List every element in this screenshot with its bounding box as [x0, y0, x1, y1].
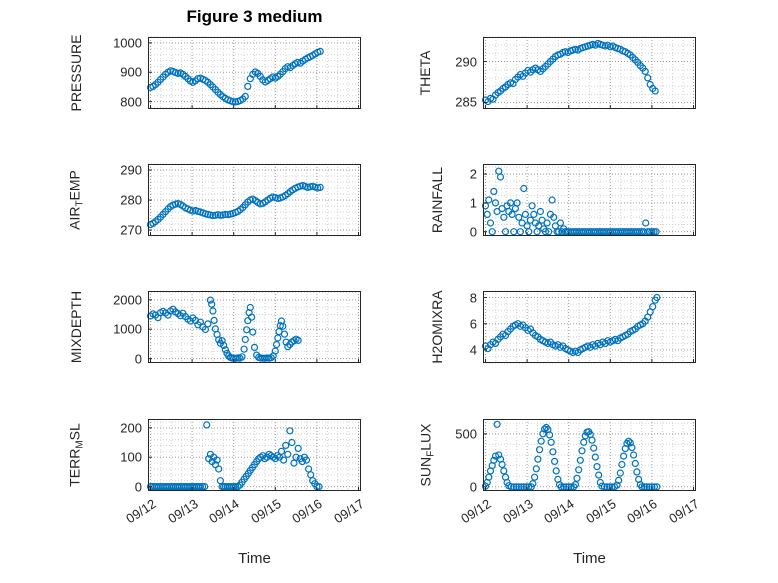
tick-marks [484, 433, 695, 490]
scatter-points [146, 182, 324, 229]
y-tick-label: 900 [120, 64, 142, 80]
y-tick-label: 285 [455, 94, 477, 110]
subplot-theta: 285 290 THETA [417, 36, 696, 110]
scatter-points [146, 421, 323, 491]
major-gridlines [483, 419, 696, 491]
subplot-airtemp: 270 280 290 AIRTEMP [67, 163, 361, 238]
minor-gridlines [148, 419, 361, 491]
y-tick-label: 8 [469, 290, 477, 306]
plot-area-pressure [146, 36, 361, 109]
tick-marks [484, 297, 695, 362]
y-tick-label: 280 [120, 192, 142, 208]
y-tick-label: 290 [120, 162, 142, 178]
tick-marks [484, 173, 695, 235]
plot-area-airtemp [146, 163, 361, 237]
y-tick-label: 500 [455, 426, 477, 442]
minor-gridlines [483, 290, 696, 364]
minor-gridlines [483, 36, 696, 109]
y-axis-label-pressure: PRESSURE [68, 34, 84, 112]
tick-marks [149, 299, 360, 362]
y-tick-label: 270 [120, 222, 142, 238]
x-tick-label: 09/15 [248, 496, 284, 527]
plot-area-sunflux [481, 419, 696, 491]
axes-frame [483, 164, 696, 236]
y-tick-label: 200 [120, 420, 142, 436]
y-tick-label: 2 [469, 166, 477, 182]
x-axis-label-left: Time [238, 550, 271, 567]
y-tick-label: 6 [469, 316, 477, 332]
axes-frame [148, 37, 361, 109]
y-tick-label: 290 [455, 54, 477, 70]
tick-marks [149, 42, 360, 108]
x-tick-label: 09/12 [458, 496, 494, 527]
subplot-pressure: 800 900 1000 PRESSURE [68, 34, 361, 112]
minor-gridlines [148, 163, 361, 237]
y-tick-label: 2000 [113, 292, 142, 308]
axes-frame [483, 419, 696, 491]
major-gridlines [148, 37, 361, 109]
tick-marks [484, 61, 695, 108]
subplot-h2omixra: 4 6 8 H2OMIXRA [429, 290, 696, 364]
x-tick-label: 09/14 [206, 496, 242, 527]
major-gridlines [483, 164, 696, 236]
x-tick-label: 09/13 [499, 496, 536, 527]
axes-frame [148, 291, 361, 363]
scatter-points [146, 296, 302, 362]
plot-area-mixdepth [146, 291, 361, 363]
y-tick-label: 0 [134, 479, 142, 495]
x-tick-label: 09/12 [123, 496, 159, 527]
y-tick-label: 1 [469, 195, 477, 211]
subplot-sunflux: 0 500 SUNFLUX 09/12 09/13 09/14 09/15 09/16 09/1… [418, 419, 702, 526]
y-tick-label: 0 [134, 351, 142, 367]
y-tick-label: 1000 [113, 35, 142, 51]
x-tick-label: 09/17 [666, 496, 702, 527]
plot-area-rainfall [481, 164, 696, 236]
axes-frame [483, 291, 696, 363]
minor-gridlines [483, 164, 696, 236]
major-gridlines [483, 291, 696, 363]
x-tick-label: 09/16 [289, 496, 326, 527]
scatter-points [481, 420, 661, 491]
y-axis-label-mixdepth: MIXDEPTH [68, 290, 84, 364]
y-axis-label-airtemp: AIRTEMP [66, 170, 86, 230]
plot-area-theta [481, 36, 696, 109]
x-tick-label: 09/16 [624, 496, 661, 527]
y-tick-label: 0 [469, 479, 477, 495]
subplot-mixdepth: 0 1000 2000 MIXDEPTH [68, 291, 361, 366]
major-gridlines [148, 291, 361, 363]
subplot-rainfall: 0 1 2 RAINFALL [429, 164, 696, 239]
scatter-points [481, 39, 659, 106]
x-tick-label: 09/15 [583, 496, 619, 527]
subplot-terrmsl: 0 100 200 TERRMSL 09/12 09/13 09/14 09/15 09/16 0… [67, 419, 367, 526]
y-axis-label-terrmsl: TERRMSL [66, 423, 86, 487]
tick-marks [149, 169, 360, 235]
x-axis-label-right: Time [573, 550, 606, 567]
scatter-points [481, 167, 660, 236]
x-tick-label: 09/14 [541, 496, 577, 527]
y-tick-label: 0 [469, 224, 477, 240]
axes-frame [483, 37, 696, 109]
y-axis-label-h2omixra: H2OMIXRA [429, 290, 445, 364]
x-tick-label: 09/13 [164, 496, 201, 527]
y-tick-label: 800 [120, 94, 142, 110]
axes-frame [148, 419, 361, 491]
plot-area-terrmsl [146, 419, 361, 491]
y-tick-label: 4 [469, 342, 477, 358]
tick-marks [149, 427, 360, 490]
y-tick-label: 100 [120, 449, 142, 465]
y-axis-label-rainfall: RAINFALL [429, 166, 445, 234]
x-tick-label: 09/17 [331, 496, 367, 527]
y-tick-label: 1000 [113, 321, 142, 337]
axes-frame [148, 164, 361, 236]
y-axis-label-sunflux: SUNFLUX [417, 423, 437, 487]
scatter-points [146, 47, 324, 106]
scatter-points [481, 293, 661, 357]
figure-title: Figure 3 medium [186, 7, 323, 26]
y-axis-label-theta: THETA [417, 50, 433, 96]
plot-area-h2omixra [481, 290, 696, 364]
